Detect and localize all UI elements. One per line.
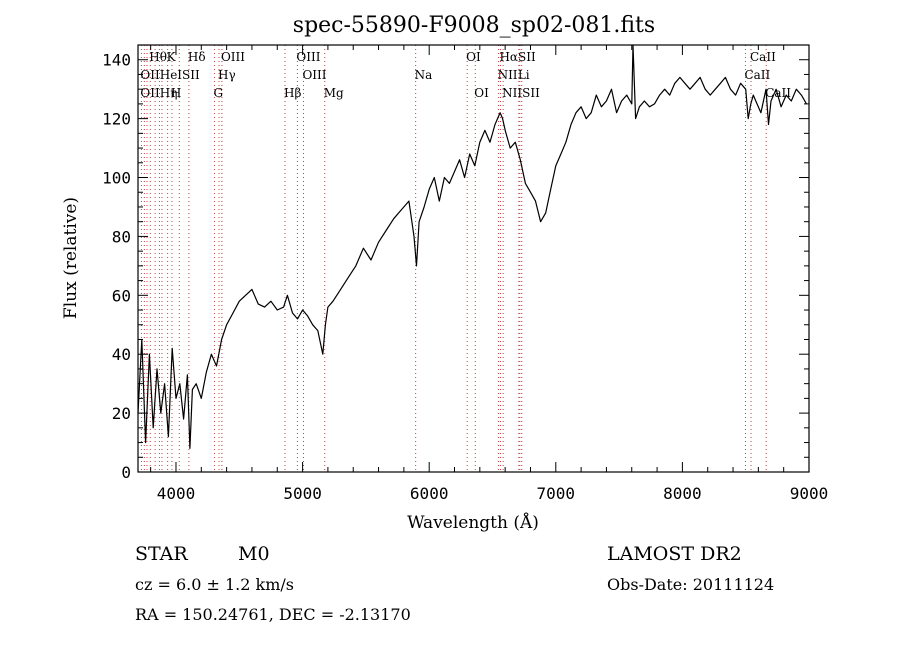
object-subclass: M0 bbox=[238, 543, 270, 565]
line-label: Mg bbox=[324, 86, 344, 100]
redshift-value: cz = 6.0 ± 1.2 km/s bbox=[135, 575, 294, 594]
line-label: Li bbox=[518, 68, 530, 82]
line-label: OIII bbox=[302, 68, 326, 82]
x-axis-label: Wavelength (Å) bbox=[407, 512, 539, 533]
x-tick-label: 8000 bbox=[663, 484, 702, 503]
y-tick-label: 80 bbox=[112, 227, 131, 246]
emission-line-markers bbox=[140, 45, 767, 472]
line-label: K bbox=[167, 50, 177, 64]
line-label: Hθ bbox=[149, 50, 167, 64]
line-label: CaII bbox=[750, 50, 776, 64]
line-label: Hδ bbox=[188, 50, 206, 64]
x-tick-label: 9000 bbox=[790, 484, 829, 503]
line-label: OI bbox=[466, 50, 481, 64]
chart-title: spec-55890-F9008_sp02-081.fits bbox=[293, 13, 655, 38]
line-label: Na bbox=[415, 68, 433, 82]
line-label: Hγ bbox=[218, 68, 236, 82]
line-label: OIIHη bbox=[140, 86, 177, 100]
line-label: H bbox=[171, 86, 181, 100]
y-axis: 0 20 40 60 80 100 120 140 bbox=[102, 51, 809, 482]
y-tick-label: 100 bbox=[102, 169, 131, 188]
line-label: OIII bbox=[296, 50, 320, 64]
observation-date: Obs-Date: 20111124 bbox=[607, 575, 774, 594]
x-axis: 4000 5000 6000 7000 8000 9000 bbox=[150, 45, 829, 503]
line-label: OIII bbox=[221, 50, 245, 64]
y-tick-label: 60 bbox=[112, 286, 131, 305]
spectrum-series bbox=[137, 44, 808, 449]
line-label: CaII bbox=[765, 86, 791, 100]
x-tick-label: 5000 bbox=[283, 484, 322, 503]
spectrum-line bbox=[137, 44, 808, 449]
line-label: Hβ bbox=[284, 86, 301, 100]
x-tick-label: 7000 bbox=[537, 484, 576, 503]
object-class: STAR bbox=[135, 543, 188, 565]
x-tick-label: 4000 bbox=[157, 484, 196, 503]
line-label: NIISII bbox=[502, 86, 540, 100]
y-axis-label: Flux (relative) bbox=[61, 197, 81, 319]
y-tick-label: 0 bbox=[121, 463, 131, 482]
x-tick-label: 6000 bbox=[410, 484, 449, 503]
y-tick-label: 20 bbox=[112, 404, 131, 423]
line-label: OIIHeISII bbox=[140, 68, 200, 82]
emission-line-labels: Hθ K Hδ OIII OIII OI HαSII CaII OIIHeISII Hγ OIII N… bbox=[140, 50, 791, 100]
survey-name: LAMOST DR2 bbox=[607, 543, 742, 565]
y-tick-label: 140 bbox=[102, 51, 131, 70]
line-label: CaII bbox=[744, 68, 770, 82]
y-tick-label: 40 bbox=[112, 345, 131, 364]
line-label: G bbox=[213, 86, 223, 100]
info-panel: STAR M0 LAMOST DR2 cz = 6.0 ± 1.2 km/s O… bbox=[135, 543, 774, 624]
y-tick-label: 120 bbox=[102, 110, 131, 129]
line-label: HαSII bbox=[499, 50, 536, 64]
line-label: OI bbox=[474, 86, 489, 100]
plot-frame bbox=[137, 44, 810, 473]
line-label: NII bbox=[498, 68, 518, 82]
coordinates: RA = 150.24761, DEC = -2.13170 bbox=[135, 605, 411, 624]
